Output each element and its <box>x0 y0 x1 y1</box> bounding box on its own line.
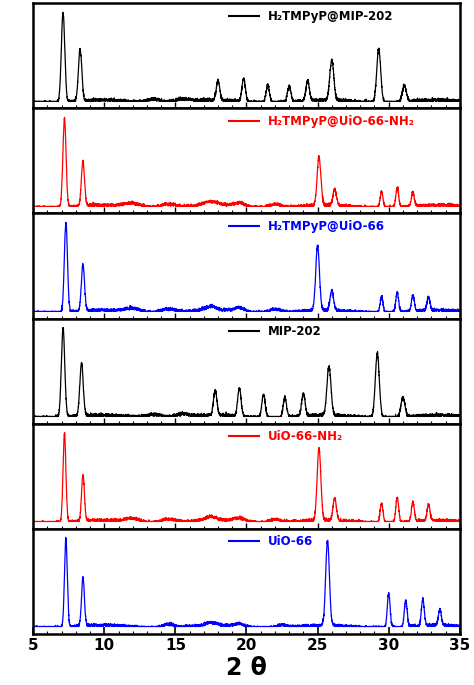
Text: H₂TMPyP@UiO-66-NH₂: H₂TMPyP@UiO-66-NH₂ <box>268 114 415 127</box>
Text: MIP-202: MIP-202 <box>268 325 321 338</box>
Text: H₂TMPyP@MIP-202: H₂TMPyP@MIP-202 <box>268 10 393 23</box>
Text: UiO-66-NH₂: UiO-66-NH₂ <box>268 429 343 443</box>
Text: UiO-66: UiO-66 <box>268 535 313 548</box>
Text: 2 θ: 2 θ <box>226 656 267 680</box>
Text: H₂TMPyP@UiO-66: H₂TMPyP@UiO-66 <box>268 220 385 233</box>
